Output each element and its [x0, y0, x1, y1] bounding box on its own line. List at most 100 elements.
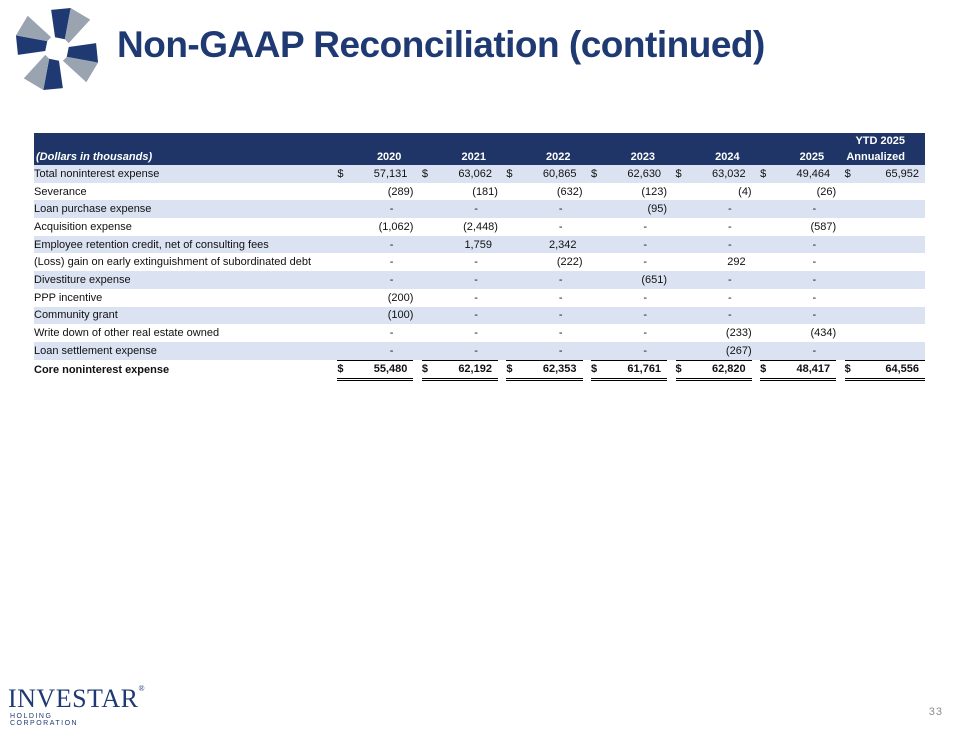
cell-value: -	[692, 235, 752, 254]
currency-symbol	[676, 289, 693, 307]
currency-symbol	[676, 218, 693, 236]
currency-symbol	[844, 271, 862, 289]
currency-symbol	[337, 235, 355, 254]
currency-symbol	[422, 218, 439, 236]
table-row: Community grant (100) - - - - -	[34, 306, 925, 325]
cell-value: (200)	[387, 291, 414, 304]
brand-name: INVESTAR®	[8, 684, 146, 713]
cell-value: -	[607, 306, 668, 325]
currency-symbol	[590, 306, 608, 325]
currency-symbol: $	[337, 165, 355, 183]
currency-symbol	[590, 271, 608, 289]
page-title: Non-GAAP Reconciliation (continued)	[117, 24, 765, 65]
row-label: Total noninterest expense	[34, 165, 329, 183]
row-label: Divestiture expense	[34, 271, 329, 289]
page-number: 33	[928, 706, 943, 718]
currency-symbol	[506, 271, 524, 289]
currency-symbol	[506, 306, 524, 325]
cell-value	[862, 253, 925, 271]
cell-value: -	[389, 327, 394, 340]
table-row: Core noninterest expense $55,480 $62,192 $6…	[34, 359, 925, 382]
row-label: (Loss) gain on early extinguishment of s…	[34, 256, 312, 269]
currency-symbol	[421, 235, 439, 254]
currency-symbol	[421, 306, 439, 325]
company-logo-icon	[15, 7, 99, 91]
currency-symbol	[675, 306, 693, 325]
cell-value: -	[643, 327, 648, 340]
cell-value: -	[474, 256, 478, 269]
table-row: (Loss) gain on early extinguishment of s…	[34, 253, 925, 271]
currency-symbol	[422, 183, 439, 201]
cell-value: (267)	[692, 341, 752, 361]
currency-symbol	[676, 183, 693, 201]
cell-value: -	[558, 291, 563, 304]
row-label: Loan settlement expense	[34, 341, 329, 361]
row-label: Core noninterest expense	[34, 363, 170, 376]
currency-symbol	[590, 341, 608, 361]
cell-value	[861, 235, 925, 254]
currency-symbol	[760, 306, 777, 325]
currency-symbol	[506, 341, 524, 361]
row-label: Severance	[34, 185, 87, 198]
cell-value: -	[354, 235, 414, 254]
cell-value: (233)	[725, 327, 752, 340]
currency-symbol	[591, 324, 608, 342]
currency-symbol	[506, 235, 524, 254]
row-label: Loan purchase expense	[34, 200, 329, 219]
cell-value: 62,353	[523, 359, 583, 382]
currency-symbol	[337, 271, 355, 289]
cell-value: 62,630	[607, 165, 668, 183]
currency-symbol	[591, 218, 608, 236]
currency-symbol	[760, 200, 777, 219]
currency-symbol: $	[506, 359, 524, 382]
cell-value	[862, 183, 925, 201]
cell-value: -	[438, 200, 498, 219]
currency-symbol	[675, 341, 693, 361]
cell-value: -	[354, 271, 414, 289]
cell-value: 292	[727, 256, 746, 269]
currency-symbol	[760, 235, 777, 254]
table-row: Acquisition expense (1,062) (2,448) - - - (587…	[34, 218, 925, 236]
cell-value: -	[727, 220, 732, 233]
header-2020: 2020	[328, 148, 414, 165]
currency-symbol	[675, 200, 693, 219]
cell-value	[862, 289, 925, 307]
table-header: YTD 2025 (Dollars in thousands) 2020 202…	[34, 133, 925, 165]
currency-symbol: $	[337, 359, 355, 382]
cell-value: -	[354, 200, 414, 219]
table-row: Severance (289) (181) (632) (123) (4) (26)	[34, 183, 925, 201]
cell-value: 49,464	[776, 165, 837, 183]
cell-value: -	[523, 341, 583, 361]
cell-value: 2,342	[523, 235, 583, 254]
cell-value: (1,062)	[378, 220, 414, 233]
header-ytd-2025: YTD 2025	[836, 133, 925, 148]
currency-symbol	[844, 235, 862, 254]
cell-value: -	[558, 327, 563, 340]
cell-value: (123)	[641, 185, 668, 198]
cell-value: -	[692, 200, 752, 219]
currency-symbol	[845, 289, 862, 307]
currency-symbol	[675, 271, 693, 289]
cell-value: -	[643, 220, 648, 233]
cell-value: 60,865	[523, 165, 583, 183]
currency-symbol	[506, 324, 523, 342]
cell-value: -	[776, 341, 837, 361]
currency-symbol: $	[506, 165, 524, 183]
currency-symbol: $	[675, 165, 693, 183]
currency-symbol: $	[760, 359, 777, 382]
brand-subtitle: HOLDING CORPORATION	[10, 713, 79, 727]
cell-value: -	[643, 291, 648, 304]
cell-value: 57,131	[354, 165, 414, 183]
table-row: Loan settlement expense - - - - (267) -	[34, 341, 925, 361]
cell-value: -	[812, 256, 817, 269]
cell-value: (181)	[472, 185, 498, 198]
currency-symbol	[337, 253, 354, 271]
header-2025: 2025	[751, 148, 837, 165]
cell-value: -	[776, 271, 837, 289]
row-label: Acquisition expense	[34, 220, 132, 233]
currency-symbol	[337, 306, 355, 325]
currency-symbol	[591, 253, 608, 271]
header-2022: 2022	[497, 148, 583, 165]
cell-value: 61,761	[607, 359, 668, 382]
cell-value: (2,448)	[463, 220, 498, 233]
